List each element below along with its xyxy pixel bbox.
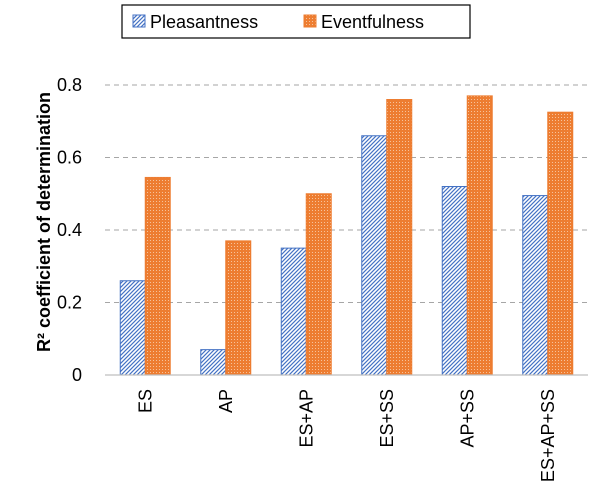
bar-pleasantness-ap: [200, 349, 227, 376]
y-tick-label: 0: [72, 365, 82, 385]
legend-box: [121, 4, 471, 39]
x-axis-labels: ES AP ES+AP ES+SS AP+SS ES+AP+SS: [135, 389, 558, 482]
bar-eventfulness-es-ap: [305, 193, 332, 376]
bar-eventfulness-es-ap-ss: [547, 111, 574, 376]
y-tick-label: 0.6: [57, 148, 82, 168]
x-tick-label: ES+SS: [377, 389, 397, 448]
y-tick-label: 0.2: [57, 293, 82, 313]
x-tick-label: ES: [135, 389, 155, 413]
legend-swatch-eventfulness: [303, 14, 317, 28]
bar-pleasantness-es-ss: [361, 135, 388, 376]
bar-eventfulness-ap-ss: [466, 95, 493, 376]
x-tick-label: ES+AP: [296, 389, 316, 448]
bar-pleasantness-es-ap: [280, 247, 307, 376]
x-tick-label: AP: [216, 389, 236, 413]
legend-swatch-pleasantness: [132, 14, 146, 28]
legend-label-eventfulness: Eventfulness: [321, 12, 424, 32]
bar-pleasantness-es-ap-ss: [522, 195, 549, 376]
legend: Pleasantness Eventfulness: [121, 4, 471, 39]
x-tick-label: AP+SS: [457, 389, 477, 448]
y-tick-label: 0.4: [57, 220, 82, 240]
bar-eventfulness-es-ss: [386, 99, 413, 376]
y-axis-title: R² coefficient of determination: [34, 92, 54, 352]
bars: [119, 95, 574, 376]
bar-pleasantness-ap-ss: [441, 186, 468, 376]
gridlines: [105, 84, 588, 303]
bar-pleasantness-es: [119, 280, 146, 376]
bar-eventfulness-ap: [225, 240, 252, 376]
y-axis-ticks: 0 0.2 0.4 0.6 0.8: [57, 75, 82, 385]
legend-label-pleasantness: Pleasantness: [150, 12, 258, 32]
x-tick-label: ES+AP+SS: [538, 389, 558, 482]
bar-eventfulness-es: [144, 176, 171, 376]
y-tick-label: 0.8: [57, 75, 82, 95]
